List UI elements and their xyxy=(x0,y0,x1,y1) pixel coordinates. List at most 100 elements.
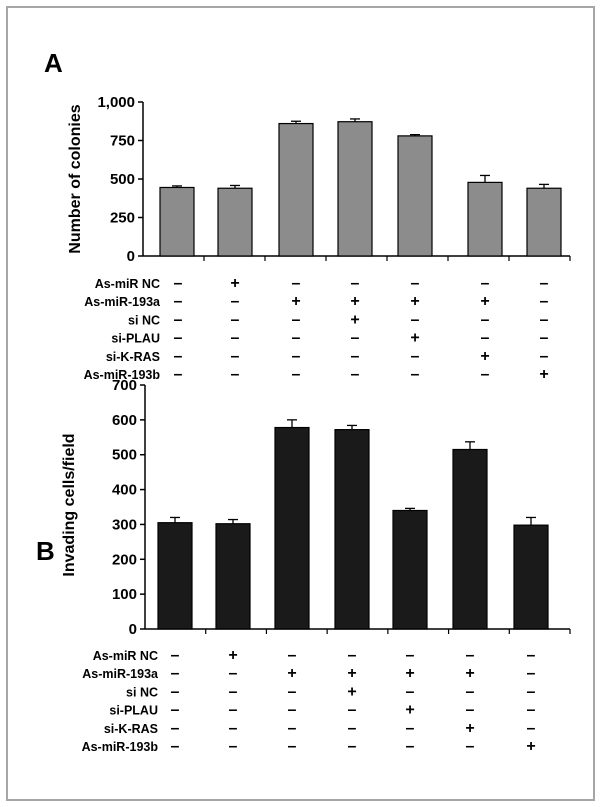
panel-b-condition-symbol: – xyxy=(229,702,238,719)
panel-b-bar xyxy=(334,429,370,630)
panel-a-condition-label: As-miR-193b xyxy=(84,368,161,382)
panel-b-condition-symbol: – xyxy=(171,683,180,700)
panel-b-condition-label: As-miR-193b xyxy=(82,740,159,754)
panel-a-condition-symbol: + xyxy=(410,293,419,310)
panel-a-condition-symbol: + xyxy=(230,275,239,292)
panel-a-bar xyxy=(159,186,195,257)
panel-a-bar xyxy=(397,135,433,257)
panel-a-condition-symbol: – xyxy=(292,366,301,383)
panel-a-condition-symbol: + xyxy=(350,293,359,310)
panel-b-condition-symbol: – xyxy=(348,720,357,737)
panel-b-condition-symbol: – xyxy=(348,647,357,664)
panel-a-condition-symbol: + xyxy=(410,330,419,347)
panel-a-condition-label: si-PLAU xyxy=(111,332,160,346)
panel-b-condition-symbol: – xyxy=(406,738,415,755)
panel-a-condition-symbol: – xyxy=(411,311,420,328)
panel-b-y-tick-label: 400 xyxy=(112,482,137,499)
panel-a-condition-symbol: – xyxy=(231,348,240,365)
figure-frame xyxy=(6,6,595,801)
panel-b-condition-label: si NC xyxy=(126,685,158,699)
panel-a-bar xyxy=(526,187,562,257)
panel-a-letter: A xyxy=(44,48,63,78)
panel-b-letter: B xyxy=(36,536,55,566)
panel-b-condition-symbol: + xyxy=(465,720,474,737)
panel-a-bar xyxy=(217,187,253,257)
panel-b-bar xyxy=(452,448,488,630)
panel-a-condition-symbol: – xyxy=(292,330,301,347)
panel-a-condition-symbol: – xyxy=(351,366,360,383)
panel-b-condition-symbol: – xyxy=(527,683,536,700)
panel-a-y-axis-label: Number of colonies xyxy=(67,104,84,253)
panel-b-condition-symbol: – xyxy=(171,665,180,682)
panel-b-condition-symbol: – xyxy=(288,683,297,700)
panel-b-y-tick-label: 300 xyxy=(112,516,137,533)
panel-a-condition-symbol: – xyxy=(351,330,360,347)
panel-b-condition-symbol: – xyxy=(288,720,297,737)
panel-b-condition-symbol: + xyxy=(347,665,356,682)
panel-b-condition-symbol: – xyxy=(406,683,415,700)
panel-a-condition-symbol: – xyxy=(481,330,490,347)
panel-a-condition-symbol: – xyxy=(481,311,490,328)
panel-b-y-tick-label: 100 xyxy=(112,586,137,603)
panel-b-condition-symbol: – xyxy=(466,738,475,755)
panel-b-condition-symbol: – xyxy=(406,647,415,664)
panel-b-condition-symbol: – xyxy=(466,647,475,664)
panel-b-condition-symbol: – xyxy=(527,665,536,682)
panel-b-condition-label: As-miR-193a xyxy=(82,667,159,681)
panel-b-bar xyxy=(274,426,310,630)
panel-a-condition-symbol: – xyxy=(292,275,301,292)
panel-b-condition-symbol: – xyxy=(348,738,357,755)
panel-a-condition-symbol: + xyxy=(480,348,489,365)
panel-a-condition-symbol: – xyxy=(481,275,490,292)
panel-b-condition-symbol: – xyxy=(348,702,357,719)
panel-b-condition-label: si-K-RAS xyxy=(104,722,158,736)
panel-a-condition-symbol: – xyxy=(411,348,420,365)
panel-a-condition-symbol: – xyxy=(411,275,420,292)
panel-b-condition-symbol: + xyxy=(405,702,414,719)
panel-a-condition-symbol: – xyxy=(231,293,240,310)
panel-a-condition-symbol: – xyxy=(231,311,240,328)
panel-a-condition-label: si NC xyxy=(128,313,160,327)
panel-b-condition-symbol: – xyxy=(466,683,475,700)
panel-a-condition-symbol: + xyxy=(350,311,359,328)
panel-a-condition-symbol: – xyxy=(540,275,549,292)
panel-b-condition-symbol: – xyxy=(171,702,180,719)
panel-b-condition-symbol: + xyxy=(287,665,296,682)
panel-a-condition-symbol: – xyxy=(351,275,360,292)
panel-a-y-tick-label: 250 xyxy=(110,210,135,227)
panel-a-condition-symbol: – xyxy=(174,311,183,328)
panel-a-condition-symbol: – xyxy=(174,275,183,292)
panel-b-condition-symbol: – xyxy=(229,720,238,737)
panel-a-condition-symbol: – xyxy=(174,330,183,347)
panel-b-y-tick-label: 0 xyxy=(129,621,137,638)
panel-b-condition-symbol: – xyxy=(527,702,536,719)
panel-a-condition-symbol: – xyxy=(292,311,301,328)
panel-b-y-axis-label: Invading cells/field xyxy=(61,433,78,576)
panel-b-condition-symbol: – xyxy=(229,738,238,755)
panel-b-condition-symbol: + xyxy=(465,665,474,682)
panel-b-condition-symbol: – xyxy=(171,738,180,755)
panel-b-y-tick-label: 700 xyxy=(112,377,137,394)
panel-b-condition-symbol: + xyxy=(347,683,356,700)
panel-b-y-tick-label: 200 xyxy=(112,551,137,568)
panel-a-condition-symbol: – xyxy=(540,348,549,365)
panel-b-condition-symbol: – xyxy=(171,647,180,664)
panel-b-condition-symbol: – xyxy=(288,647,297,664)
panel-a-condition-symbol: – xyxy=(231,330,240,347)
panel-b-condition-symbol: – xyxy=(288,702,297,719)
panel-b-condition-symbol: – xyxy=(229,683,238,700)
panel-a-condition-symbol: – xyxy=(174,293,183,310)
panel-a-condition-symbol: – xyxy=(411,366,420,383)
panel-a-bar xyxy=(337,121,373,257)
panel-b-y-tick-label: 600 xyxy=(112,412,137,429)
panel-a-y-tick-label: 0 xyxy=(127,248,135,265)
panel-a-condition-symbol: – xyxy=(540,330,549,347)
panel-b-condition-symbol: – xyxy=(527,647,536,664)
panel-a-condition-symbol: + xyxy=(291,293,300,310)
panel-b-condition-symbol: – xyxy=(527,720,536,737)
panel-b-y-tick-label: 500 xyxy=(112,447,137,464)
panel-b-bar xyxy=(215,523,251,630)
panel-b-condition-symbol: + xyxy=(526,738,535,755)
panel-b-condition-symbol: – xyxy=(406,720,415,737)
